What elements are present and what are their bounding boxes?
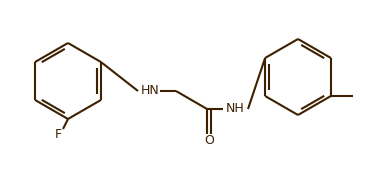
Text: F: F bbox=[54, 128, 61, 140]
Text: NH: NH bbox=[226, 102, 244, 115]
Text: HN: HN bbox=[141, 84, 159, 98]
Text: O: O bbox=[204, 135, 214, 147]
